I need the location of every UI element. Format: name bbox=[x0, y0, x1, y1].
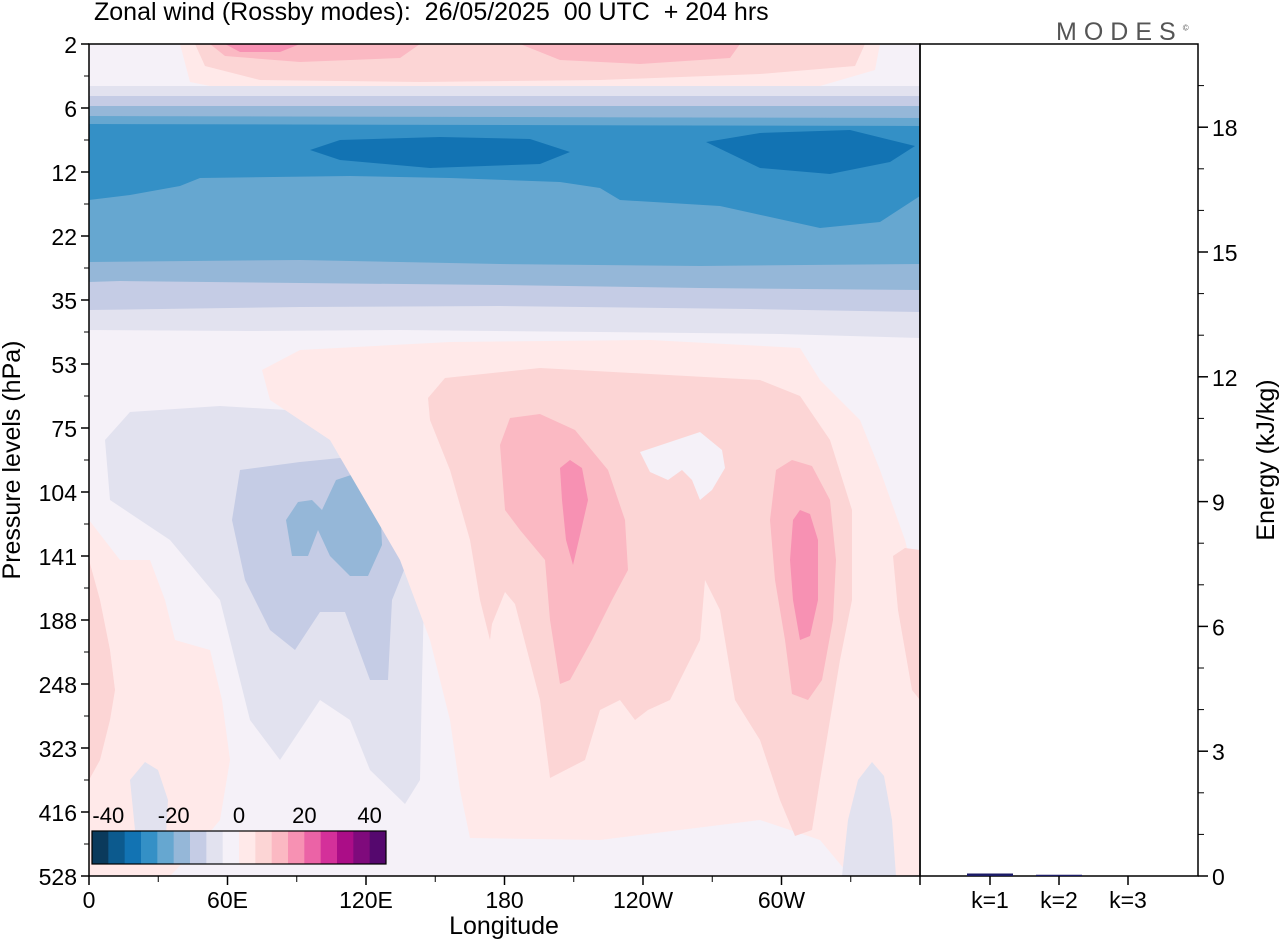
contour-neg-band-6 bbox=[310, 130, 915, 174]
colorbar-swatch bbox=[141, 831, 158, 864]
energy-bar bbox=[1036, 874, 1082, 876]
contour-pos-upper-3 bbox=[210, 44, 740, 64]
energy-tick-label: 12 bbox=[1212, 365, 1238, 391]
y-tick-label: 528 bbox=[39, 864, 77, 890]
contour-pos-low-left-1 bbox=[89, 520, 230, 876]
x-tick-label: 120E bbox=[339, 887, 393, 913]
energy-tick-label: 9 bbox=[1212, 490, 1225, 516]
y-tick-label: 22 bbox=[51, 224, 77, 250]
energy-bars: k=1 k=2 k=3 bbox=[967, 873, 1147, 913]
contour-neg-blob-3 bbox=[286, 472, 382, 576]
colorbar-swatch bbox=[369, 831, 387, 864]
colorbar-tick-label: 40 bbox=[357, 803, 381, 828]
contour-pos-low-left-2 bbox=[89, 560, 115, 780]
colorbar-swatch bbox=[222, 831, 240, 864]
colorbar-swatch bbox=[337, 831, 354, 864]
x-tick-label: 60E bbox=[207, 887, 248, 913]
y-tick-label: 53 bbox=[51, 352, 77, 378]
colorbar-tick-label: -20 bbox=[158, 803, 190, 828]
contour-neg-mid-180 bbox=[640, 432, 725, 500]
energy-bar bbox=[967, 873, 1013, 876]
bar-category-label: k=2 bbox=[1040, 887, 1078, 913]
colorbar-tick-label: -40 bbox=[92, 803, 124, 828]
energy-tick-label: 6 bbox=[1212, 614, 1225, 640]
x-tick-label: 180 bbox=[485, 887, 523, 913]
colorbar-swatch bbox=[304, 831, 322, 864]
bar-category-label: k=3 bbox=[1109, 887, 1147, 913]
y-tick-label: 2 bbox=[64, 32, 77, 58]
energy-panel-frame bbox=[919, 43, 1199, 877]
y-tick-label: 141 bbox=[39, 544, 77, 570]
colorbar-swatch bbox=[92, 831, 109, 864]
colorbar-swatch bbox=[353, 831, 371, 864]
colorbar: -40 -20 0 20 40 bbox=[91, 803, 387, 865]
energy-tick-label: 3 bbox=[1212, 739, 1225, 765]
contour-field bbox=[89, 44, 920, 876]
contour-neg-band-5 bbox=[89, 124, 920, 228]
brand-text: MODES bbox=[1056, 18, 1183, 46]
chart-title: Zonal wind (Rossby modes): 26/05/2025 00… bbox=[94, 0, 769, 26]
x-tick-label: 60W bbox=[758, 887, 806, 913]
colorbar-swatch bbox=[173, 831, 191, 864]
colorbar-frame bbox=[91, 830, 387, 865]
colorbar-tick-label: 0 bbox=[233, 803, 245, 828]
y-axis-label: Pressure levels (hPa) bbox=[0, 341, 26, 580]
colorbar-swatch bbox=[108, 831, 126, 864]
colorbar-swatch bbox=[239, 831, 256, 864]
colorbar-swatch bbox=[255, 831, 273, 864]
colorbar-swatch bbox=[190, 831, 207, 864]
energy-tick-label: 18 bbox=[1212, 115, 1238, 141]
colorbar-swatch bbox=[206, 831, 224, 864]
x-axis-label: Longitude bbox=[449, 912, 559, 940]
energy-tick-label: 15 bbox=[1212, 240, 1238, 266]
y-tick-label: 75 bbox=[51, 416, 77, 442]
y-tick-label: 416 bbox=[39, 800, 77, 826]
colorbar-swatch bbox=[288, 831, 305, 864]
y-tick-label: 248 bbox=[39, 672, 77, 698]
x-axis-longitude: 0 60E 120E 180 120W 60W bbox=[83, 876, 921, 913]
energy-axis-label: Energy (kJ/kg) bbox=[1252, 379, 1280, 540]
contour-pos-right-edge bbox=[893, 548, 920, 700]
y-tick-label: 6 bbox=[64, 96, 77, 122]
y-tick-label: 35 bbox=[51, 288, 77, 314]
y-axis-pressure: 2 6 12 22 35 53 75 104 141 188 248 323 416 528 bbox=[39, 32, 89, 890]
x-tick-label: 0 bbox=[83, 887, 96, 913]
y-tick-label: 323 bbox=[39, 736, 77, 762]
colorbar-swatch bbox=[271, 831, 289, 864]
contour-pos-upper-4 bbox=[225, 44, 300, 52]
y-tick-label: 188 bbox=[39, 608, 77, 634]
colorbar-swatch bbox=[157, 831, 175, 864]
y-tick-label: 12 bbox=[51, 160, 77, 186]
contour-neg-low-right bbox=[842, 762, 896, 876]
energy-tick-label: 0 bbox=[1212, 864, 1225, 890]
bar-category-label: k=1 bbox=[971, 887, 1009, 913]
brand-mark: © bbox=[1182, 23, 1189, 33]
colorbar-tick-label: 20 bbox=[292, 803, 316, 828]
contour-neg-low-left bbox=[130, 762, 168, 850]
x-tick-label: 120W bbox=[613, 887, 673, 913]
y-tick-label: 104 bbox=[39, 480, 78, 506]
modes-logo: MODES© bbox=[1056, 18, 1189, 47]
colorbar-swatch bbox=[124, 831, 142, 864]
colorbar-swatch bbox=[320, 831, 338, 864]
y-axis-energy: 0 3 6 9 12 15 18 bbox=[1198, 85, 1238, 890]
